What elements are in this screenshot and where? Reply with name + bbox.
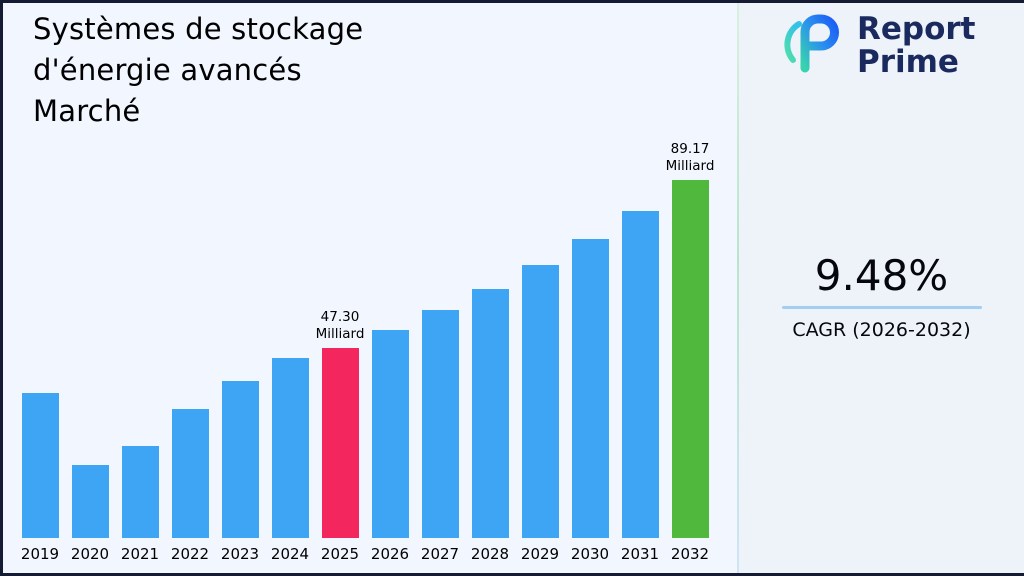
bar-2029	[521, 265, 559, 538]
bar-group-2030: 2030	[565, 239, 615, 563]
bar-group-2032: 89.17 Milliard 2032	[665, 141, 715, 563]
x-axis-label-2028: 2028	[470, 545, 510, 563]
cagr-block: 9.48% CAGR (2026-2032)	[769, 251, 994, 341]
bar-group-2025: 47.30 Milliard 2025	[315, 309, 365, 563]
bar-group-2027: 2027	[415, 310, 465, 563]
x-axis-label-2021: 2021	[120, 545, 160, 563]
bar-2020	[71, 465, 109, 538]
report-prime-logo-icon	[781, 14, 847, 78]
brand-name-line-1: Report	[857, 11, 976, 47]
x-axis-label-2026: 2026	[370, 545, 410, 563]
bar-value-unit: Milliard	[315, 326, 365, 343]
right-panel: Report Prime 9.48% CAGR (2026-2032)	[739, 3, 1024, 573]
cagr-underline	[781, 306, 982, 309]
bar-group-2026: 2026	[365, 330, 415, 563]
bar-value-number: 47.30	[320, 309, 360, 326]
cagr-label: CAGR (2026-2032)	[792, 319, 971, 341]
bar-group-2020: 2020	[65, 465, 115, 563]
bar-group-2024: 2024	[265, 358, 315, 563]
bar-group-2021: 2021	[115, 446, 165, 563]
bar-2028	[471, 289, 509, 538]
bar-chart: 2019 2020 2021 2022 2023 2024 47.30 Milliard 202…	[15, 141, 715, 563]
bar-value-label-2025: 47.30 Milliard	[316, 309, 365, 343]
bar-2030	[571, 239, 609, 538]
x-axis-label-2023: 2023	[220, 545, 260, 563]
bar-group-2028: 2028	[465, 289, 515, 563]
x-axis-label-2020: 2020	[70, 545, 110, 563]
bar-2031	[621, 211, 659, 538]
bar-2021	[121, 446, 159, 538]
x-axis-label-2022: 2022	[170, 545, 210, 563]
page-title-line-2: d'énergie avancés	[33, 53, 302, 88]
page-title: Systèmes de stockage d'énergie avancés M…	[33, 9, 363, 133]
bar-2032	[671, 180, 709, 538]
bar-2024	[271, 358, 309, 538]
brand-logo: Report Prime	[781, 13, 976, 78]
panel-divider	[737, 3, 739, 573]
page-title-line-1: Systèmes de stockage	[33, 12, 364, 46]
x-axis-label-2030: 2030	[570, 545, 610, 563]
x-axis-label-2025: 2025	[320, 545, 360, 563]
bar-2026	[371, 330, 409, 538]
x-axis-label-2031: 2031	[620, 545, 660, 563]
brand-name: Report Prime	[857, 13, 976, 78]
bar-2022	[171, 409, 209, 538]
bar-2019	[21, 393, 59, 538]
bar-group-2019: 2019	[15, 393, 65, 563]
x-axis-label-2029: 2029	[520, 545, 560, 563]
bar-value-unit: Milliard	[665, 158, 715, 175]
bar-2023	[221, 381, 259, 538]
bar-group-2029: 2029	[515, 265, 565, 563]
bar-value-label-2032: 89.17 Milliard	[666, 141, 715, 175]
bar-group-2022: 2022	[165, 409, 215, 563]
brand-name-line-2: Prime	[857, 43, 959, 80]
bar-2025	[321, 348, 359, 538]
page-title-line-3: Marché	[33, 94, 141, 129]
bar-value-number: 89.17	[670, 141, 710, 158]
x-axis-label-2032: 2032	[670, 545, 710, 563]
bar-group-2023: 2023	[215, 381, 265, 563]
bar-group-2031: 2031	[615, 211, 665, 563]
x-axis-label-2019: 2019	[20, 545, 60, 563]
x-axis-label-2024: 2024	[270, 545, 310, 563]
bar-2027	[421, 310, 459, 538]
x-axis-label-2027: 2027	[420, 545, 460, 563]
cagr-value: 9.48%	[814, 251, 949, 300]
